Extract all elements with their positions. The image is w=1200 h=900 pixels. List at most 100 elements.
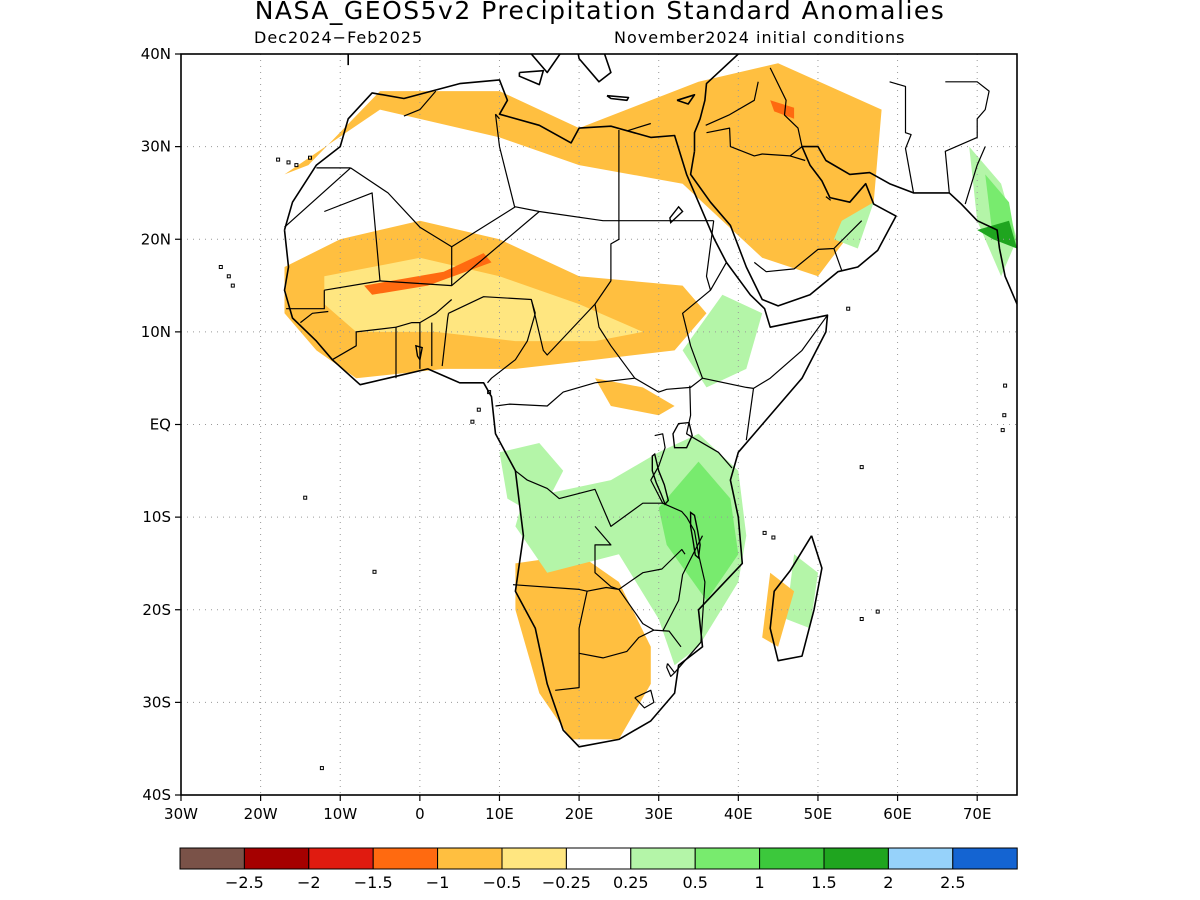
border-13 <box>331 326 397 361</box>
border-0 <box>350 167 619 248</box>
colorbar-label-9: 1.5 <box>811 873 836 892</box>
y-tick-label-6: 20S <box>142 601 171 619</box>
colorbar-swatch-2 <box>308 847 374 870</box>
island-8 <box>303 495 308 500</box>
x-tick-label-0: 30W <box>164 805 198 823</box>
border-23 <box>634 377 703 393</box>
border-29 <box>650 433 706 674</box>
x-tick-label-8: 50E <box>804 805 833 823</box>
border-14 <box>395 299 453 328</box>
anomaly-region-9 <box>499 443 564 518</box>
anomaly-region-2 <box>324 257 643 342</box>
island-5 <box>230 283 235 288</box>
anomaly-region-14 <box>786 554 818 629</box>
x-tick-label-3: 0 <box>415 805 425 823</box>
border-37 <box>634 689 655 709</box>
border-11 <box>286 290 325 310</box>
border-20 <box>530 299 596 356</box>
border-25 <box>705 220 715 291</box>
colorbar-swatch-4 <box>437 847 503 870</box>
map-title: NASA_GEOS5v2 Precipitation Standard Anom… <box>254 0 946 25</box>
colorbar-swatch-3 <box>372 847 439 870</box>
island-14 <box>859 617 864 621</box>
x-tick-label-10: 70E <box>963 805 992 823</box>
colorbar-label-7: 0.5 <box>682 873 707 892</box>
colorbar-swatch-10 <box>823 847 889 870</box>
colorbar: −2.5 −2 −1.5 −1 −0.5 −0.25 0.25 0.5 1 1.5 2 2.5 <box>179 847 1018 892</box>
anomaly-shading <box>284 63 1017 740</box>
colorbar-label-2: −1.5 <box>354 873 393 892</box>
y-tick-label-5: 10S <box>142 508 171 526</box>
anomaly-region-4 <box>770 100 795 119</box>
coastline-arabia <box>689 145 1017 307</box>
anomaly-region-16 <box>833 202 874 249</box>
anomaly-region-8 <box>658 461 739 601</box>
anomaly-region-6 <box>515 554 651 740</box>
colorbar-swatch-0 <box>179 847 245 870</box>
border-24 <box>681 262 727 379</box>
border-40 <box>705 81 759 126</box>
colorbar-swatch-7 <box>630 847 696 870</box>
x-tick-label-1: 20W <box>244 805 278 823</box>
border-7 <box>594 130 636 379</box>
lake-victoria <box>672 421 693 449</box>
coastline-crete <box>606 94 630 102</box>
colorbar-label-1: −2 <box>297 873 321 892</box>
island-0 <box>286 160 291 165</box>
border-48 <box>964 146 986 205</box>
y-tick-label-1: 30N <box>141 138 171 156</box>
axis-ticks: 30W 20W 10W 0 10E 20E 30E 40E 50E 60E 70E 40N 30N 20N… <box>141 45 992 823</box>
border-28 <box>685 385 733 469</box>
border-30 <box>515 470 663 528</box>
island-18 <box>1002 413 1007 418</box>
colorbar-label-3: −1 <box>426 873 450 892</box>
border-10 <box>403 90 437 117</box>
colorbar-label-10: 2 <box>883 873 893 892</box>
anomaly-region-3 <box>364 253 492 295</box>
colorbar-swatch-6 <box>565 847 632 870</box>
border-5 <box>451 211 540 287</box>
border-49 <box>626 122 651 132</box>
border-6 <box>494 114 516 207</box>
border-9 <box>495 113 500 120</box>
island-1 <box>294 163 299 168</box>
island-6 <box>218 265 223 269</box>
initial-conditions: November2024 initial conditions <box>614 28 906 47</box>
colorbar-swatch-1 <box>243 847 310 870</box>
colorbar-label-0: −2.5 <box>225 873 264 892</box>
colorbar-label-6: 0.25 <box>613 873 649 892</box>
country-borders <box>284 67 990 709</box>
colorbar-swatch-8 <box>694 847 761 870</box>
island-15 <box>875 609 880 614</box>
island-21 <box>319 766 324 771</box>
border-18 <box>441 313 450 367</box>
border-36 <box>662 535 704 632</box>
x-tick-label-2: 10W <box>323 805 357 823</box>
island-19 <box>1000 428 1005 433</box>
x-tick-label-6: 30E <box>644 805 673 823</box>
border-42 <box>753 220 863 273</box>
y-tick-label-8: 40S <box>142 786 171 804</box>
border-47 <box>944 81 990 193</box>
x-tick-label-5: 20E <box>565 805 594 823</box>
border-22 <box>495 377 635 407</box>
island-12 <box>762 530 767 535</box>
island-10 <box>476 407 481 412</box>
y-tick-label-7: 30S <box>142 693 171 711</box>
coastline-sicily <box>518 69 545 86</box>
border-44 <box>825 196 832 201</box>
border-3 <box>324 192 381 291</box>
lake-malawi <box>689 511 701 560</box>
coastline-europe <box>347 54 740 152</box>
colorbar-swatch-12 <box>952 847 1018 870</box>
island-3 <box>276 157 281 162</box>
island-7 <box>372 569 377 574</box>
colorbar-label-11: 2.5 <box>940 873 965 892</box>
border-46 <box>889 81 915 194</box>
lake-tanganyika <box>651 452 670 506</box>
anomaly-region-10 <box>682 294 763 388</box>
anomaly-region-5 <box>595 378 675 416</box>
colorbar-label-4: −0.5 <box>483 873 522 892</box>
x-tick-label-9: 60E <box>883 805 912 823</box>
